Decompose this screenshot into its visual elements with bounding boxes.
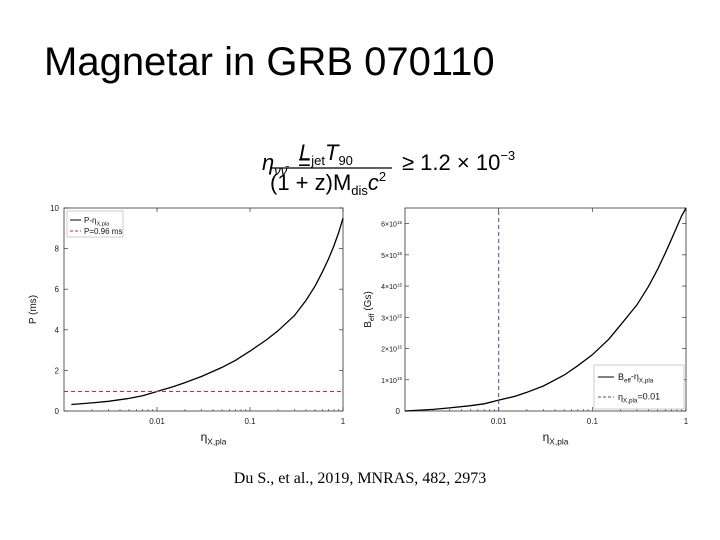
x-tick-label: 0.1: [587, 417, 599, 426]
x-tick-label: 0.01: [491, 417, 507, 426]
y-tick-label: 1×1015: [381, 376, 402, 385]
slide-title: Magnetar in GRB 070110: [44, 40, 495, 84]
y-tick-label: 5×1015: [381, 251, 402, 260]
y-axis-label: Beff (Gs): [363, 291, 376, 328]
series-line: [404, 207, 687, 412]
x-tick-label: 1: [684, 417, 689, 426]
x-axis-label: ηX,pla: [201, 430, 227, 447]
legend-label: ηX,pla=0.01: [618, 392, 660, 405]
plot-frame: [63, 207, 344, 412]
y-tick-label: 8: [55, 245, 60, 254]
y-tick-label: 10: [50, 204, 59, 213]
legend-label: P-ηX,pla: [84, 216, 110, 227]
x-tick-label: 0.1: [244, 417, 256, 426]
y-tick-label: 3×1015: [381, 314, 402, 323]
y-tick-label: 2×1015: [381, 345, 402, 354]
legend-box: [66, 210, 124, 238]
y-tick-label: 4: [55, 326, 60, 335]
citation: Du S., et al., 2019, MNRAS, 482, 2973: [233, 470, 487, 487]
legend-label: Beff-ηX,pla: [618, 372, 654, 385]
y-tick-label: 6×1015: [381, 220, 402, 229]
x-tick-label: 0.01: [149, 417, 165, 426]
legend-label: P=0.96 ms: [84, 227, 122, 236]
y-tick-label: 2: [55, 366, 60, 375]
x-tick-label: 1: [341, 417, 346, 426]
y-tick-label: 6: [55, 285, 60, 294]
legend-box: [593, 364, 685, 410]
series-line: [71, 218, 344, 406]
plot-frame: [404, 207, 687, 412]
y-tick-label: 4×1015: [381, 282, 402, 291]
y-tick-label: 0: [55, 407, 60, 416]
x-axis-label: ηX,pla: [543, 430, 569, 447]
y-axis-label: P (ms): [28, 295, 39, 324]
y-tick-label: 0: [396, 407, 401, 416]
